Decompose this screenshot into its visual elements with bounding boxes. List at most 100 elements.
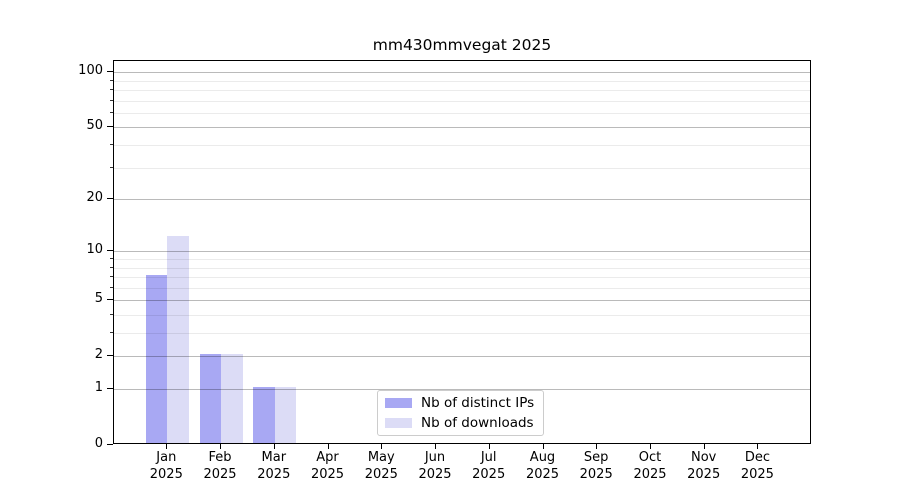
xtick-may (381, 444, 383, 449)
ytick-label-2: 2 (94, 347, 103, 363)
ytick-0 (107, 444, 113, 445)
xtick-label-nov: Nov 2025 (674, 450, 734, 483)
xtick-year-text: 2025 (149, 466, 183, 482)
ytick-minor-90 (110, 79, 113, 81)
xtick-year-text: 2025 (579, 466, 613, 482)
gridline-minor-30 (114, 167, 810, 169)
bar-distinct-ips-mar (253, 387, 275, 443)
ytick-minor-70 (110, 99, 113, 101)
ytick-5 (107, 299, 113, 301)
legend-swatch-downloads (385, 418, 412, 428)
xtick-month-text: Jan (156, 450, 177, 465)
xtick-label-jun: Jun 2025 (405, 450, 465, 483)
ytick-minor-30 (110, 166, 113, 168)
gridline-major-50 (114, 127, 810, 129)
xtick-year-text: 2025 (310, 466, 345, 482)
gridline-minor-4 (114, 315, 810, 316)
ytick-50 (107, 126, 113, 128)
ytick-label-0: 0 (94, 436, 103, 451)
ytick-minor-7 (110, 276, 113, 277)
ytick-label-100: 100 (78, 63, 103, 79)
xtick-year-text: 2025 (740, 466, 774, 482)
gridline-minor-3 (114, 333, 810, 334)
xtick-aug (542, 444, 544, 449)
xtick-month-text: Jun (424, 450, 446, 465)
ytick-minor-80 (110, 89, 113, 90)
legend: Nb of distinct IPs Nb of downloads (377, 390, 544, 436)
gridline-major-1 (114, 389, 810, 390)
legend-label-distinct-ips: Nb of distinct IPs (421, 395, 535, 411)
xtick-year-text: 2025 (525, 466, 560, 482)
ytick-20 (107, 198, 113, 200)
legend-item-downloads: Nb of downloads (385, 415, 536, 431)
ytick-minor-8 (110, 266, 113, 268)
ytick-label-20: 20 (86, 190, 103, 206)
xtick-jun (435, 444, 436, 449)
xtick-label-jul: Jul 2025 (459, 450, 519, 483)
xtick-apr (327, 444, 329, 449)
xtick-nov (703, 444, 705, 449)
gridline-major-100 (114, 72, 810, 74)
plot-area (113, 60, 811, 444)
xtick-month-text: Dec (744, 450, 770, 465)
xtick-label-feb: Feb 2025 (190, 450, 250, 483)
xtick-label-aug: Aug 2025 (513, 450, 573, 483)
xtick-oct (650, 444, 651, 449)
xtick-month-text: Oct (638, 450, 662, 465)
xtick-jul (488, 444, 490, 449)
gridline-minor-90 (114, 80, 810, 82)
ytick-1 (107, 388, 113, 389)
xtick-month-text: Aug (529, 450, 556, 465)
xtick-month-text: Nov (691, 450, 717, 465)
ytick-label-5: 5 (94, 291, 103, 307)
gridline-major-5 (114, 300, 810, 302)
xtick-year-text: 2025 (203, 466, 237, 482)
xtick-month-text: Feb (208, 450, 232, 465)
gridline-minor-70 (114, 100, 810, 102)
ytick-label-10: 10 (86, 242, 103, 258)
ytick-minor-60 (110, 111, 113, 113)
xtick-month-text: Mar (261, 450, 287, 465)
legend-swatch-distinct-ips (385, 398, 412, 408)
xtick-sep (596, 444, 598, 449)
gridline-minor-80 (114, 90, 810, 91)
ytick-10 (107, 250, 113, 252)
xtick-dec (757, 444, 759, 449)
gridline-major-2 (114, 356, 810, 358)
xtick-month-text: Apr (316, 450, 339, 465)
xtick-feb (220, 444, 221, 449)
xtick-year-text: 2025 (257, 466, 291, 482)
ytick-label-1: 1 (94, 380, 103, 395)
xtick-month-text: Jul (480, 450, 497, 465)
xtick-label-sep: Sep 2025 (566, 450, 626, 483)
gridline-minor-7 (114, 277, 810, 278)
bar-downloads-feb (221, 354, 243, 443)
xtick-label-mar: Mar 2025 (244, 450, 304, 483)
xtick-label-dec: Dec 2025 (727, 450, 787, 483)
ytick-minor-6 (110, 286, 113, 288)
gridline-major-10 (114, 251, 810, 253)
ytick-minor-4 (110, 314, 113, 315)
xtick-label-apr: Apr 2025 (298, 450, 358, 483)
xtick-label-jan: Jan 2025 (136, 450, 196, 483)
bar-downloads-mar (274, 387, 297, 443)
xtick-year-text: 2025 (472, 466, 506, 482)
gridline-minor-40 (114, 145, 810, 146)
ytick-100 (107, 71, 113, 73)
xtick-year-text: 2025 (364, 466, 398, 482)
gridline-major-20 (114, 199, 810, 201)
xtick-month-text: May (367, 450, 395, 465)
xtick-year-text: 2025 (418, 466, 452, 482)
ytick-minor-40 (110, 144, 113, 145)
xtick-jan (166, 444, 168, 449)
gridline-minor-60 (114, 112, 810, 114)
bar-downloads-jan (167, 235, 189, 443)
legend-item-distinct-ips: Nb of distinct IPs (385, 395, 536, 411)
bar-distinct-ips-feb (199, 354, 222, 443)
ytick-minor-9 (110, 258, 113, 259)
bar-distinct-ips-jan (145, 275, 168, 443)
legend-label-downloads: Nb of downloads (421, 415, 534, 431)
gridline-minor-9 (114, 259, 810, 260)
ytick-label-50: 50 (86, 118, 103, 134)
xtick-label-may: May 2025 (351, 450, 411, 483)
